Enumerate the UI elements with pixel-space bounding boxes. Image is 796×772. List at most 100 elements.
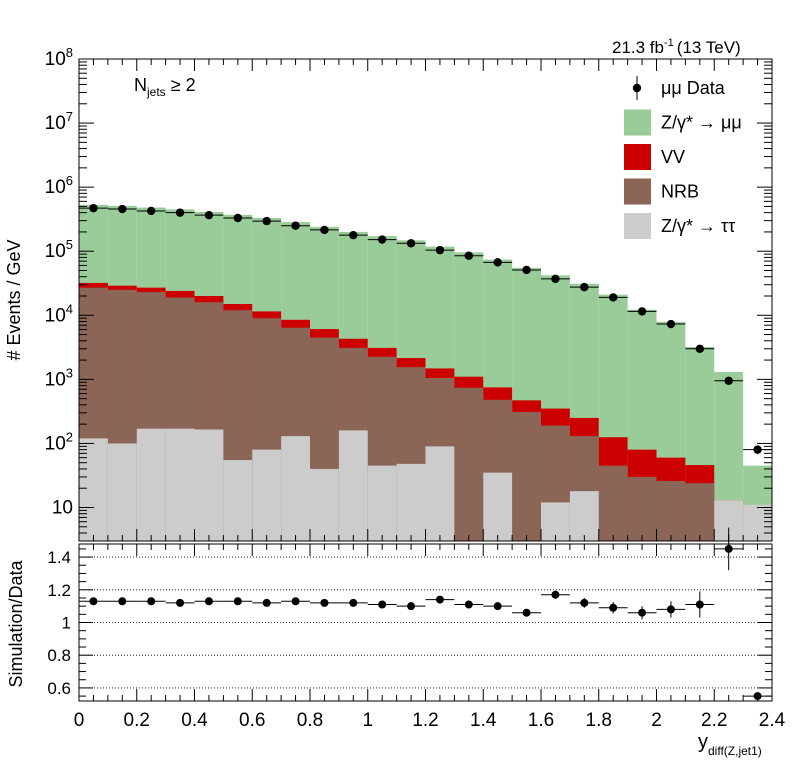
data-point [204,210,214,220]
ratio-y-tick-label: 0.6 [47,679,71,698]
ratio-panel: 0.6 0.8 1 1.2 1.4 0 0.2 0.4 0.6 0.8 1 1.2 1.4 1.6 1.8… [47,527,786,731]
data-point [291,221,300,230]
ratio-y-axis-label: Simulation/Data [6,559,26,687]
data-point [464,251,474,260]
x-tick-label: 0.2 [124,710,150,731]
legend: μμ Data Z/γ* → μμ VV NRB Z/γ* → ττ [624,76,742,239]
x-tick-label: 2.2 [701,710,727,731]
y-tick-label: 106 [45,173,73,198]
ratio-point [147,597,156,606]
ratio-points [79,527,772,701]
legend-swatch [624,109,651,136]
y-tick-label: 103 [45,365,73,390]
data-point [695,344,705,353]
ztautau-bin [310,468,339,541]
ztautau-bin [425,446,455,541]
x-tick-label: 1.4 [470,710,497,731]
legend-label: Z/γ* → ττ [661,216,735,236]
data-point [435,245,445,255]
legend-swatch [624,178,651,205]
data-point [262,216,271,226]
main-panel: 10 102 103 104 105 106 107 108 Njets ≥ 2 μμ Dat… [45,45,773,542]
data-point [320,225,329,235]
nrb-bin [512,411,541,541]
ztautau-bin [396,463,426,541]
main-x-ticks [78,59,773,541]
ratio-y-tick-label: 1.2 [47,581,71,600]
ztautau-bin [252,449,282,541]
data-point [89,203,98,213]
x-axis-label: ydiff(Z,jet1) [698,731,762,758]
legend-item-zmumu: Z/γ* → μμ [624,109,742,136]
ratio-point [493,602,502,611]
ratio-point [609,603,618,612]
ztautau-bin [541,502,570,541]
ratio-point [378,600,387,609]
data-point [349,230,358,240]
data-point [580,282,589,292]
ratio-point [580,598,589,607]
luminosity-label: 21.3 fb-1 (13 TeV) [612,37,741,57]
ztautau-bin [107,443,137,541]
ratio-y-tick-label: 1.4 [47,548,71,567]
y-tick-label: 102 [45,429,73,454]
x-tick-label: 2 [651,710,662,731]
legend-item-ztautau: Z/γ* → ττ [624,213,735,239]
data-point [175,208,185,217]
x-tick-label: 0 [74,710,85,731]
ratio-frame [78,543,773,702]
legend-item-data: μμ Data [632,76,726,100]
ratio-point [262,598,271,607]
ratio-point [204,597,213,606]
data-point [146,206,156,216]
nrb-bin [598,465,628,541]
ztautau-bin [338,430,368,541]
legend-label: Z/γ* → μμ [661,113,742,133]
nrb-bin [627,476,657,541]
y-tick-label: 10 [52,497,73,518]
main-y-ticks: 10 102 103 104 105 106 107 108 [45,45,772,542]
legend-item-nrb: NRB [624,178,699,205]
nrb-bin [685,483,715,541]
legend-swatch [624,213,651,239]
x-tick-label: 1.8 [586,710,612,731]
legend-label: NRB [661,182,699,202]
ratio-point [695,600,704,609]
data-point [118,204,127,214]
x-tick-label: 0.8 [297,710,323,731]
ztautau-bin [483,472,513,541]
data-point [753,445,762,454]
data-point [406,239,416,248]
ratio-point [233,597,242,606]
ratio-point [320,598,329,607]
ratio-point [89,597,98,606]
ratio-point [407,602,416,611]
x-tick-label: 1 [362,710,373,731]
ratio-x-ticks: 0 0.2 0.4 0.6 0.8 1 1.2 1.4 1.6 1.8 2 2.2 2.4 [74,544,786,731]
x-tick-label: 1.2 [412,710,438,731]
stack-layer [79,204,772,542]
y-tick-label: 105 [45,237,73,262]
data-point [551,274,560,284]
ztautau-bin [281,436,310,541]
ztautau-bin [223,460,253,541]
ratio-gridlines [79,556,772,689]
legend-label: VV [661,147,685,167]
ztautau-bin [367,465,397,541]
data-point [493,258,502,267]
ratio-point [118,597,127,606]
y-axis-label: # Events / GeV [4,239,24,360]
ratio-point [666,605,675,614]
y-tick-label: 104 [45,301,73,326]
ratio-point [176,598,185,607]
ratio-y-tick-label: 1 [62,614,71,633]
data-point [724,376,733,385]
ratio-point [638,608,647,617]
ztautau-bin [165,428,195,541]
data-layer [79,203,772,455]
ztautau-bin [569,491,599,541]
data-point [666,319,676,329]
nrb-bin [656,480,686,541]
y-tick-label: 108 [45,45,73,70]
